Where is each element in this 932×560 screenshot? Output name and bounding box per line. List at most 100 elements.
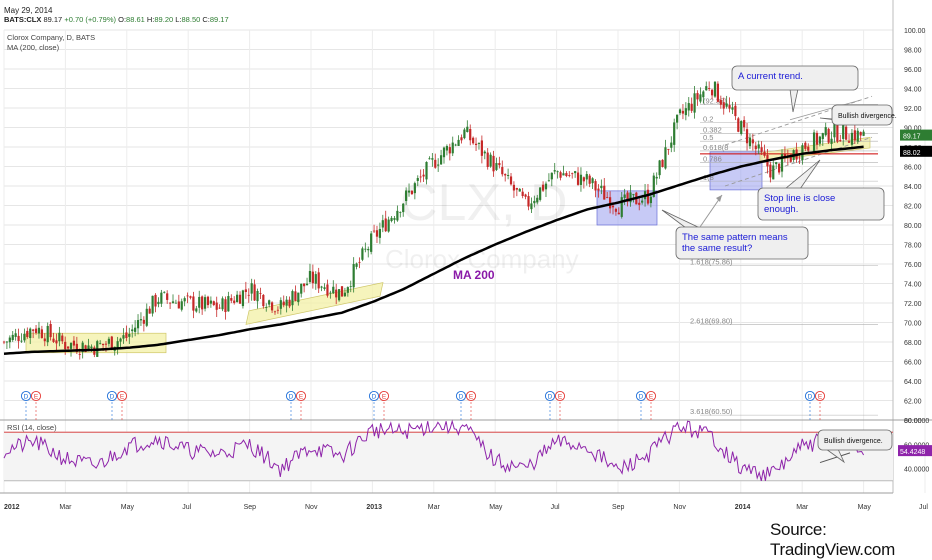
candle-body — [812, 132, 816, 152]
candle-body — [737, 118, 740, 132]
candle-body — [320, 286, 323, 288]
event-marker-label: D — [459, 394, 464, 401]
candle-body — [777, 163, 781, 173]
candle-body — [620, 197, 623, 217]
candle-body — [128, 333, 131, 337]
candle-body — [168, 302, 172, 304]
candle-body — [308, 270, 312, 282]
candle-body — [110, 336, 113, 350]
candle-body — [655, 176, 658, 179]
candle-body — [632, 194, 635, 196]
candle-body — [270, 302, 274, 311]
candle-body — [5, 341, 9, 343]
candle-body — [728, 105, 731, 109]
candle-body — [326, 284, 329, 296]
candle-body — [40, 329, 43, 338]
candle-body — [250, 283, 253, 294]
candle-body — [559, 172, 562, 178]
candle-body — [46, 325, 49, 343]
time-tick-label: May — [858, 504, 872, 511]
candle-body — [224, 299, 227, 313]
event-marker-label: D — [289, 394, 294, 401]
callout-bullish-rsi-text: Bullish divergence. — [824, 438, 883, 445]
candle-body — [265, 307, 268, 308]
candle-body — [233, 300, 236, 303]
event-marker-label: E — [299, 394, 304, 401]
candle-body — [708, 88, 711, 89]
candle-body — [507, 175, 510, 176]
price-tick-label: 90.00 — [904, 126, 922, 133]
candle-body — [428, 158, 431, 160]
candle-body — [603, 185, 606, 200]
event-marker — [20, 390, 32, 402]
last-price-badge: 89.17 — [900, 129, 932, 141]
candle-body — [37, 327, 41, 334]
candle-body — [294, 291, 297, 301]
price-tick-label: 68.00 — [904, 340, 922, 347]
candle-body — [859, 131, 862, 136]
price-tick-label: 84.00 — [904, 184, 922, 191]
candle-body — [702, 91, 705, 98]
price-tick-label: 100.00 — [904, 28, 926, 35]
watermark-symbol: CLX, D — [400, 174, 568, 232]
candle-body — [396, 210, 399, 221]
header-quote: BATS:CLX 89.17 +0.70 (+0.79%) O:88.61 H:… — [4, 15, 229, 24]
candle-body — [434, 159, 437, 168]
fib-label: (92.37) — [703, 96, 727, 105]
candle-body — [827, 128, 830, 143]
pattern-box-current — [709, 151, 763, 191]
event-marker-label: D — [110, 394, 115, 401]
ma-badge: 88.02 — [900, 145, 932, 157]
price-tick-label: 62.00 — [904, 399, 922, 406]
price-tick-label: 86.00 — [904, 165, 922, 172]
candle-body — [862, 131, 865, 136]
candle-body — [845, 126, 848, 140]
candle-body — [437, 164, 440, 166]
candle-body — [285, 299, 288, 306]
candle-body — [343, 292, 347, 297]
candle-body — [818, 136, 821, 144]
price-tick-label: 94.00 — [904, 87, 922, 94]
candle-body — [541, 184, 545, 191]
price-tick-label: 64.00 — [904, 379, 922, 386]
candle-body — [658, 160, 661, 176]
candle-body — [807, 146, 810, 151]
candle-body — [171, 301, 175, 303]
price-tick-label: 70.00 — [904, 321, 922, 328]
candle-body — [32, 329, 35, 331]
candle-body — [501, 167, 504, 175]
candle-body — [358, 261, 361, 263]
event-marker — [106, 390, 118, 402]
candle-body — [142, 319, 145, 324]
event-marker — [804, 390, 816, 402]
candle-body — [489, 154, 492, 167]
time-tick-label: Jul — [182, 504, 191, 511]
price-tick-label: 82.00 — [904, 204, 922, 211]
candle-body — [212, 301, 215, 306]
candle-body — [853, 130, 856, 141]
candle-body — [139, 319, 143, 321]
candle-body — [273, 311, 277, 313]
candle-body — [317, 272, 320, 289]
candle-body — [442, 147, 446, 158]
candle-body — [533, 200, 536, 204]
candle-body — [268, 300, 271, 305]
candle-body — [527, 196, 530, 207]
candle-body — [509, 176, 513, 185]
price-axis: 60.00 62.00 64.00 66.00 68.00 70.00 72.00 74.00… — [904, 28, 929, 474]
candle-body — [466, 126, 469, 132]
candle-body — [757, 144, 760, 149]
candle-body — [218, 307, 221, 309]
event-marker-label: E — [818, 394, 823, 401]
candle-body — [772, 165, 775, 180]
candle-body — [469, 128, 472, 141]
time-tick-label: Sep — [244, 504, 257, 511]
candle-body — [821, 133, 824, 140]
candle-body — [649, 196, 652, 204]
rsi-badge: 54.4248 — [898, 445, 932, 457]
candle-body — [824, 127, 827, 136]
time-tick-label: May — [121, 504, 135, 511]
event-marker — [378, 390, 390, 402]
price-tick-label: 80.00 — [904, 223, 922, 230]
